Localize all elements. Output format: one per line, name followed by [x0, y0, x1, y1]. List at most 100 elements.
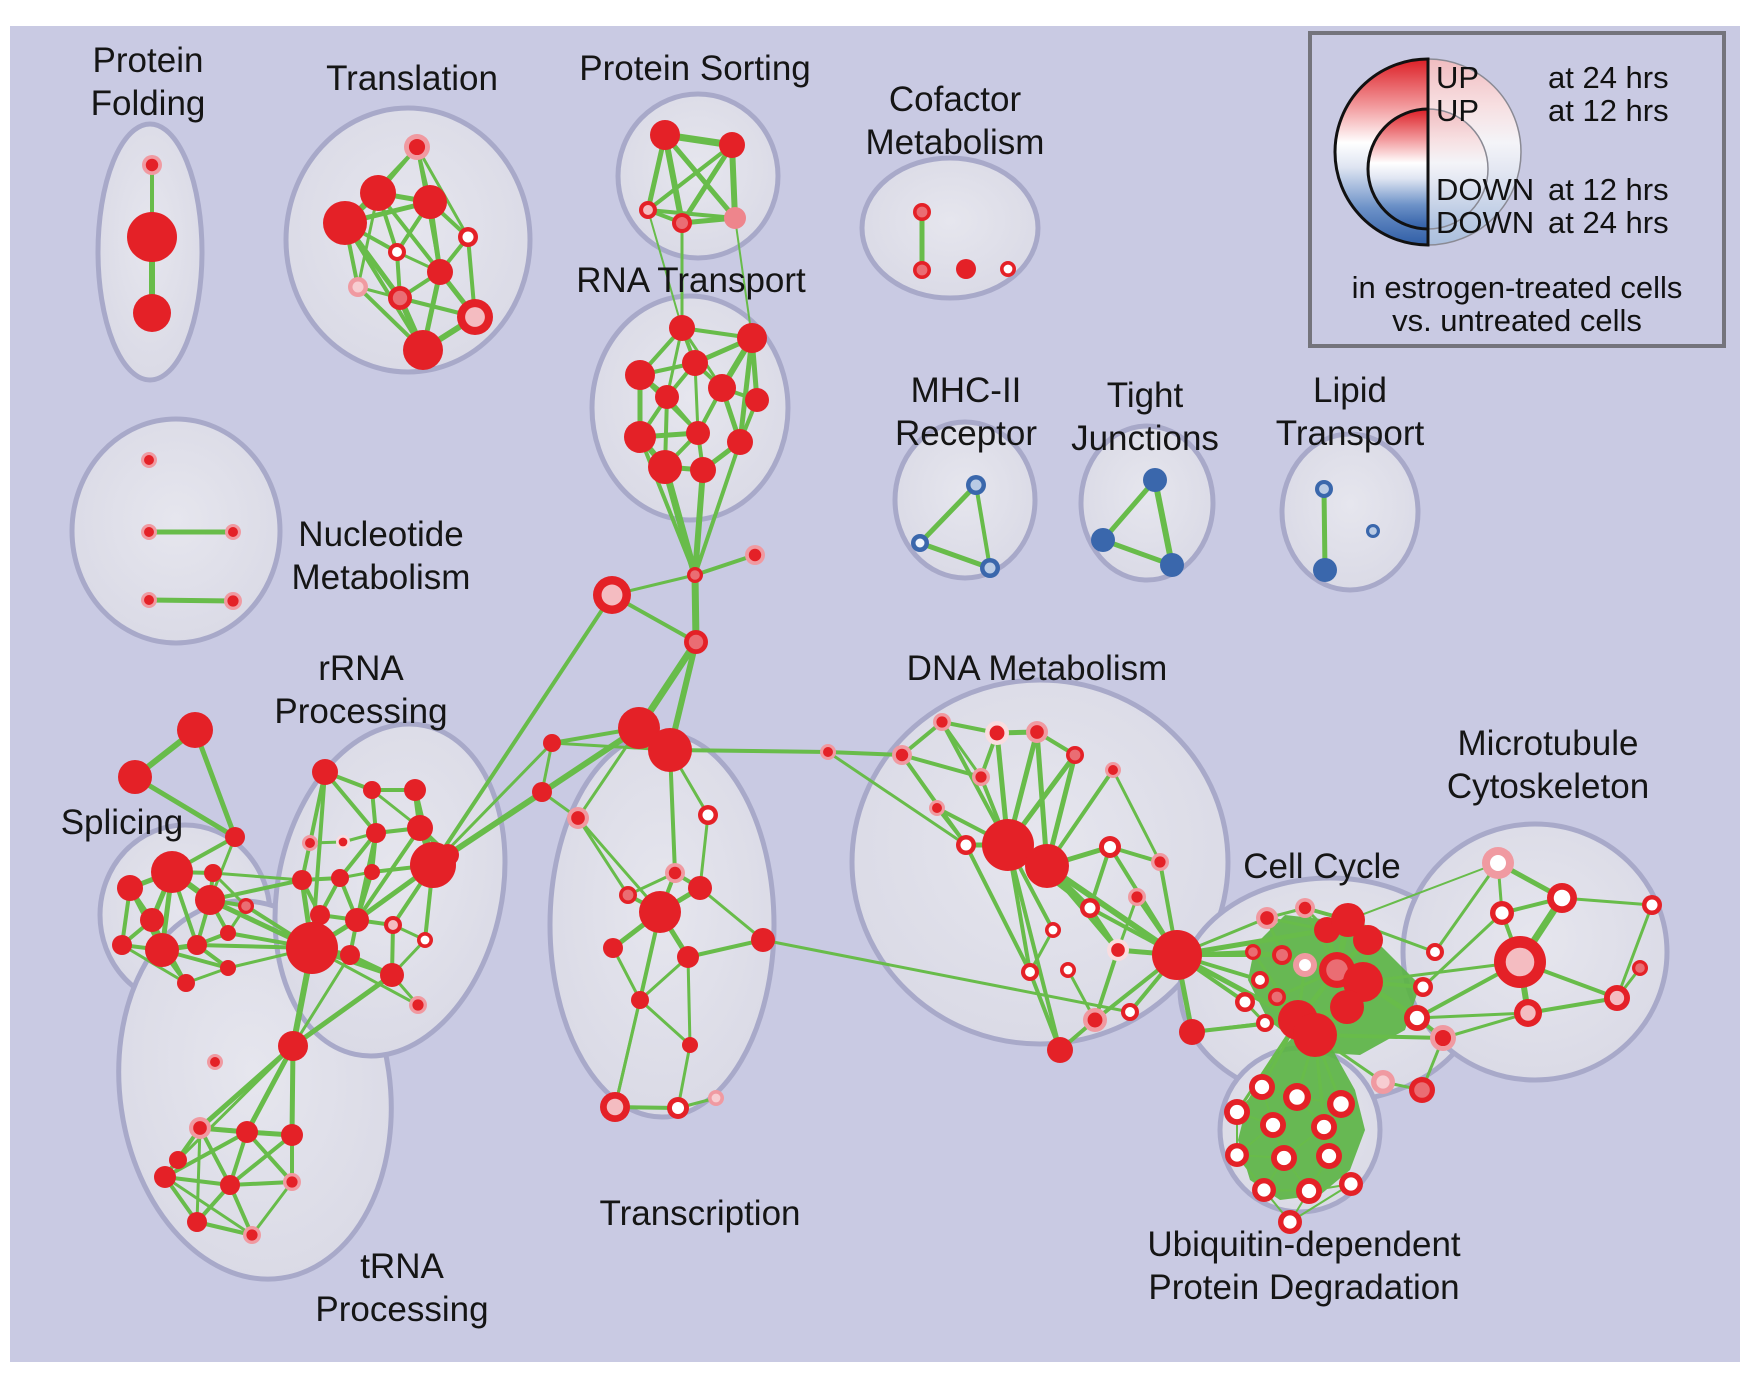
cluster-label-protein-sorting-line1: Protein Sorting: [579, 49, 811, 88]
network-node-core-tr16: [711, 1093, 721, 1103]
network-node-r17: [340, 945, 360, 965]
network-node-core-d3: [989, 725, 1005, 741]
legend-row-up24-time: at 24 hrs: [1548, 60, 1669, 95]
network-node-core-mh2: [915, 538, 925, 548]
network-node-core-cf1: [916, 206, 928, 218]
network-edge: [693, 553, 757, 577]
network-node-tr9: [639, 891, 681, 933]
network-node-core-r20: [412, 999, 424, 1011]
network-edge: [197, 1043, 296, 1131]
network-node-t2: [360, 175, 396, 211]
network-edge: [245, 1130, 294, 1184]
cluster-label-rrna-processing-line1: rRNA: [318, 649, 404, 688]
cluster-label-lipid-transport-line2: Transport: [1276, 414, 1425, 453]
cluster-ellipse-lipid-transport: [1279, 431, 1421, 593]
network-edge: [576, 816, 630, 897]
network-node-ps5: [724, 207, 746, 229]
network-node-core-tr15: [671, 1101, 685, 1115]
network-node-core-d18: [1025, 967, 1035, 977]
network-node-d11: [1025, 844, 1069, 888]
network-node-core-t5: [462, 231, 474, 243]
network-node-core-r5: [338, 837, 348, 847]
network-edge: [826, 750, 968, 847]
network-edge: [290, 972, 395, 1049]
network-node-s11: [177, 974, 195, 992]
network-node-core-ps3: [643, 205, 653, 215]
network-node-t4: [413, 185, 447, 219]
network-edge: [244, 1043, 296, 1135]
network-node-tj1: [1143, 468, 1167, 492]
network-edge: [661, 463, 699, 579]
cluster-label-tight-junctions-line1: Tight: [1107, 376, 1184, 415]
legend: UP at 24 hrs UP at 12 hrs DOWN at 12 hrs…: [1308, 31, 1726, 348]
network-edge: [646, 143, 734, 212]
network-edge: [1560, 896, 1654, 907]
network-node-s5: [145, 933, 179, 967]
network-node-core-d20: [1087, 1012, 1103, 1028]
network-node-core-mh3: [984, 562, 996, 574]
network-node-r6: [366, 823, 386, 843]
network-node-core-q6: [1316, 1119, 1332, 1135]
network-edge: [638, 998, 692, 1047]
network-node-core-cc22: [1434, 1029, 1452, 1047]
cluster-ellipse-rna-transport: [589, 293, 791, 523]
network-node-tr11: [603, 938, 623, 958]
network-node-core-cc23: [1376, 1075, 1390, 1089]
network-edge: [734, 217, 753, 339]
network-node-r12: [410, 842, 456, 888]
network-node-pf3: [133, 294, 171, 332]
network-node-core-d16: [1048, 925, 1058, 935]
network-node-core-d12: [1103, 840, 1117, 854]
network-node-core-cc24: [1414, 1082, 1430, 1098]
network-node-rt10: [727, 429, 753, 455]
network-node-lt2: [1313, 558, 1337, 582]
network-node-core-h1: [601, 584, 623, 606]
network-node-rt12: [690, 457, 716, 483]
network-edge: [343, 221, 425, 352]
network-node-core-tr7: [668, 866, 682, 880]
network-edge: [964, 843, 1032, 974]
network-node-u2: [169, 1151, 187, 1169]
network-node-core-q9: [1321, 1148, 1337, 1164]
cluster-label-nucleotide-metabolism-line1: Nucleotide: [298, 515, 463, 554]
network-edge: [1152, 477, 1175, 568]
network-node-core-lt3: [1369, 527, 1377, 535]
network-edge: [1415, 1011, 1530, 1020]
network-node-r2: [363, 781, 381, 799]
network-node-core-q10: [1257, 1183, 1271, 1197]
legend-row-down24-state: DOWN: [1436, 205, 1534, 240]
cluster-label-transcription-line1: Transcription: [600, 1194, 801, 1233]
network-edge: [974, 483, 992, 570]
network-edge: [228, 1180, 294, 1187]
cluster-label-splicing-line1: Splicing: [61, 803, 184, 842]
cluster-label-trna-processing-line2: Processing: [315, 1290, 488, 1329]
network-node-core-n4: [144, 595, 154, 605]
network-node-cc18: [1179, 1019, 1205, 1045]
network-node-core-m6: [1520, 1005, 1536, 1021]
network-node-s1: [151, 851, 193, 893]
cluster-label-protein-folding-line1: Protein: [93, 41, 204, 80]
network-node-rt9: [686, 421, 710, 445]
network-node-u6: [154, 1166, 176, 1188]
network-node-core-tr14: [606, 1098, 624, 1116]
network-edge: [132, 774, 238, 840]
network-node-core-d13: [1154, 856, 1166, 868]
cluster-label-ubiquitin-degradation-line2: Protein Degradation: [1148, 1268, 1459, 1307]
network-node-core-d8: [1108, 765, 1118, 775]
network-node-core-q2: [1254, 1079, 1270, 1095]
network-edge: [1093, 948, 1120, 1022]
network-node-core-cc15: [1260, 1018, 1270, 1028]
cluster-label-dna-metabolism-line1: DNA Metabolism: [907, 649, 1168, 688]
network-node-pf2: [127, 212, 177, 262]
network-edge: [698, 813, 710, 890]
network-edge: [692, 467, 706, 578]
cluster-label-translation-line1: Translation: [326, 59, 498, 98]
legend-row-up24-state: UP: [1436, 60, 1479, 95]
network-node-rt8: [624, 421, 656, 453]
network-edge: [1347, 862, 1499, 921]
network-node-core-q13: [1283, 1215, 1297, 1229]
network-node-core-m3: [1495, 906, 1509, 920]
network-edge: [146, 597, 236, 604]
network-edge: [1421, 911, 1504, 989]
